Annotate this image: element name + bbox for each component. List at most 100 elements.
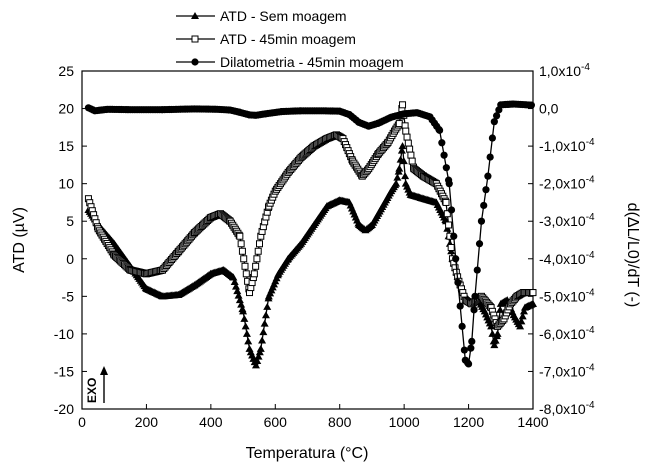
data-point xyxy=(237,300,246,308)
data-point xyxy=(487,322,496,330)
data-point xyxy=(230,278,239,286)
data-point xyxy=(496,305,505,313)
data-point xyxy=(490,118,498,126)
data-point xyxy=(398,142,407,150)
data-point xyxy=(488,329,497,337)
data-point xyxy=(399,157,408,165)
data-point xyxy=(529,289,537,297)
data-point xyxy=(493,329,502,337)
y-tick-label: 10 xyxy=(58,176,74,192)
data-point xyxy=(251,361,260,369)
data-point xyxy=(447,206,456,214)
data-point xyxy=(518,312,527,320)
y2-tick-label: -7,0x10-4 xyxy=(539,362,595,379)
legend-marker xyxy=(191,12,199,19)
data-point xyxy=(486,153,494,161)
x-tick-label: 1000 xyxy=(389,414,420,430)
data-point xyxy=(399,101,407,109)
data-point xyxy=(404,139,412,147)
data-point xyxy=(242,270,250,278)
data-point xyxy=(484,172,492,180)
data-point xyxy=(406,145,414,153)
legend: ATD - Sem moagem ATD - 45min moagem Dilato… xyxy=(176,8,404,70)
data-point xyxy=(471,292,479,300)
y-tick-label: 0 xyxy=(66,251,74,267)
data-point xyxy=(516,322,525,330)
x-tick-label: 1400 xyxy=(517,414,548,430)
exo-indicator: EXO xyxy=(85,366,108,403)
data-point xyxy=(256,240,264,248)
data-point xyxy=(263,302,272,310)
data-point xyxy=(442,198,450,206)
data-point xyxy=(234,291,243,299)
legend-label: Dilatometria - 45min moagem xyxy=(220,54,404,70)
y2-tick-label: -5,0x10-4 xyxy=(539,287,595,304)
legend-label: ATD - 45min moagem xyxy=(220,31,356,47)
series-line xyxy=(87,146,534,368)
x-tick-label: 0 xyxy=(78,414,86,430)
y-axis-title: ATD (µV) xyxy=(11,207,28,273)
data-point xyxy=(395,120,403,128)
x-tick-label: 600 xyxy=(264,414,288,430)
data-point xyxy=(450,232,458,240)
data-point xyxy=(470,306,478,314)
data-point xyxy=(456,302,464,310)
data-point xyxy=(480,201,488,210)
data-point xyxy=(454,278,462,287)
y2-tick-label: -6,0x10-4 xyxy=(539,325,595,342)
data-point xyxy=(233,287,242,295)
data-point xyxy=(482,186,490,194)
data-point xyxy=(239,307,248,315)
data-point xyxy=(407,151,415,159)
data-point xyxy=(235,296,244,304)
y2-tick-label: -4,0x10-4 xyxy=(539,250,595,267)
series-triangle xyxy=(84,142,537,369)
data-point xyxy=(467,344,475,352)
data-point xyxy=(477,217,486,225)
y2-axis-ticks: -8,0x10-4 -7,0x10-4 -6,0x10-4 -5,0x10-4 -4,0… xyxy=(528,62,595,417)
y-axis-ticks: -20 -15 -10 -5 0 5 10 15 20 25 xyxy=(54,63,87,417)
x-axis-title: Temperatura (°C) xyxy=(246,445,369,462)
data-point xyxy=(393,173,402,181)
y-tick-label: 5 xyxy=(66,213,74,229)
y2-tick-label: -8,0x10-4 xyxy=(539,400,595,417)
data-point xyxy=(237,240,245,248)
data-point xyxy=(527,101,535,109)
plot-frame xyxy=(81,70,534,410)
data-point xyxy=(440,151,448,159)
data-point xyxy=(395,164,404,172)
data-point xyxy=(241,322,250,330)
data-point xyxy=(529,299,537,307)
data-point xyxy=(259,328,268,336)
data-point xyxy=(435,126,444,134)
data-point xyxy=(408,157,416,165)
data-point xyxy=(468,337,476,345)
data-point xyxy=(397,146,406,154)
x-tick-label: 400 xyxy=(199,414,223,430)
y-tick-label: 20 xyxy=(58,101,74,117)
data-point xyxy=(231,282,240,290)
data-point xyxy=(464,360,473,368)
legend-marker xyxy=(191,58,199,66)
data-point xyxy=(250,270,258,278)
y2-tick-label: 0,0 xyxy=(539,101,559,117)
data-point xyxy=(490,341,499,349)
series-circle xyxy=(84,100,535,368)
data-point xyxy=(445,180,453,188)
data-point xyxy=(238,247,246,255)
data-point xyxy=(438,139,446,147)
exo-arrow-head xyxy=(100,366,108,375)
y2-tick-label: -2,0x10-4 xyxy=(539,175,595,192)
exo-label: EXO xyxy=(85,378,99,403)
y2-tick-label: 1,0x10-4 xyxy=(539,62,590,79)
y-tick-label: 15 xyxy=(58,138,74,154)
y2-tick-label: -1,0x10-4 xyxy=(539,137,595,154)
data-point xyxy=(452,255,460,263)
data-point xyxy=(460,346,468,354)
data-point xyxy=(491,336,500,344)
x-tick-label: 800 xyxy=(328,414,352,430)
data-point xyxy=(241,262,249,270)
y-tick-label: -5 xyxy=(62,288,75,304)
x-axis-ticks: 0 200 400 600 800 1000 1200 1400 xyxy=(78,404,549,430)
